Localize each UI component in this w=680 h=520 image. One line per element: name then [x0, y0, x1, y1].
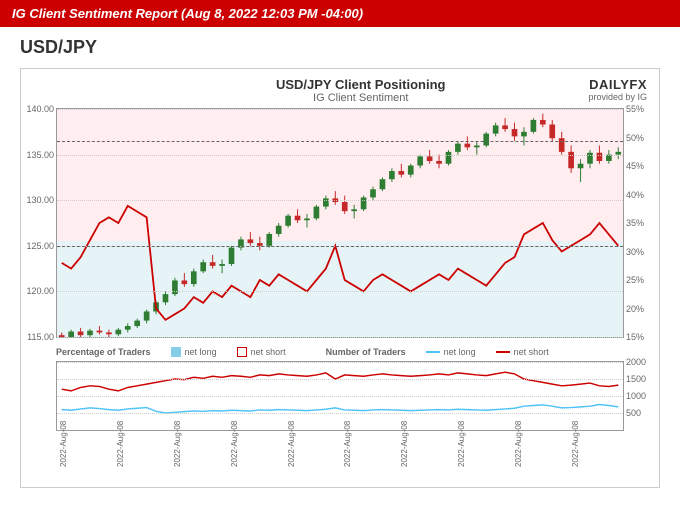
chart-header: USD/JPY Client Positioning IG Client Sen…	[21, 69, 659, 108]
y-tick-left: 140.00	[26, 104, 57, 114]
y-tick-right: 15%	[623, 332, 644, 342]
x-tick-label: 2022-Aug-08	[287, 457, 337, 467]
x-tick-label: 2022-Aug-08	[400, 457, 450, 467]
chart-container: USD/JPY Client Positioning IG Client Sen…	[20, 68, 660, 488]
legend-row: Percentage of Traders net long net short…	[21, 343, 659, 361]
legend-num-long: net long	[426, 347, 476, 357]
y-tick-right: 30%	[623, 247, 644, 257]
y-tick-left: 115.00	[27, 332, 57, 342]
y-tick-right: 45%	[623, 161, 644, 171]
y-tick-right: 20%	[623, 304, 644, 314]
y-tick-right: 35%	[623, 218, 644, 228]
y-tick-left: 125.00	[26, 241, 57, 251]
y-tick-left: 130.00	[26, 195, 57, 205]
main-svg	[57, 109, 623, 337]
y-tick-left: 135.00	[26, 150, 57, 160]
chart-title: USD/JPY Client Positioning	[133, 77, 588, 92]
x-tick-label: 2022-Aug-08	[59, 457, 109, 467]
legend-pct-short: net short	[237, 347, 286, 357]
x-tick-label: 2022-Aug-08	[457, 457, 507, 467]
y-tick-right: 50%	[623, 133, 644, 143]
legend-pct-long: net long	[171, 347, 217, 357]
main-price-chart: 115.00120.00125.00130.00135.00140.0015%2…	[56, 108, 624, 338]
long-swatch	[171, 347, 181, 357]
sub-y-tick: 1000	[623, 391, 646, 401]
report-header: IG Client Sentiment Report (Aug 8, 2022 …	[0, 0, 680, 27]
y-tick-right: 25%	[623, 275, 644, 285]
short-line-swatch	[496, 351, 510, 353]
x-tick-label: 2022-Aug-08	[116, 457, 166, 467]
x-tick-label: 2022-Aug-08	[173, 457, 223, 467]
pair-title: USD/JPY	[0, 27, 680, 68]
x-tick-label: 2022-Aug-08	[230, 457, 280, 467]
y-tick-right: 40%	[623, 190, 644, 200]
long-line-swatch	[426, 351, 440, 353]
sub-y-tick: 2000	[623, 357, 646, 367]
legend-num-short: net short	[496, 347, 549, 357]
legend-pct-title: Percentage of Traders	[56, 347, 151, 357]
brand-block: DAILYFX provided by IG	[588, 77, 647, 102]
sub-y-tick: 1500	[623, 374, 646, 384]
x-tick-label: 2022-Aug-08	[343, 457, 393, 467]
short-swatch	[237, 347, 247, 357]
brand-main: DAILYFX	[588, 77, 647, 92]
x-tick-label: 2022-Aug-08	[514, 457, 564, 467]
report-title: IG Client Sentiment Report (Aug 8, 2022 …	[12, 6, 363, 21]
sub-y-tick: 500	[623, 408, 641, 418]
x-axis-labels: 2022-Aug-08 2022-Aug-08 2022-Aug-08 2022-Au…	[56, 433, 624, 487]
traders-count-chart: 500100015002000	[56, 361, 624, 431]
legend-num-title: Number of Traders	[326, 347, 406, 357]
y-tick-left: 120.00	[26, 286, 57, 296]
brand-sub: provided by IG	[588, 92, 647, 102]
chart-subtitle: IG Client Sentiment	[133, 92, 588, 104]
y-tick-right: 55%	[623, 104, 644, 114]
x-tick-label: 2022-Aug-08	[571, 457, 621, 467]
